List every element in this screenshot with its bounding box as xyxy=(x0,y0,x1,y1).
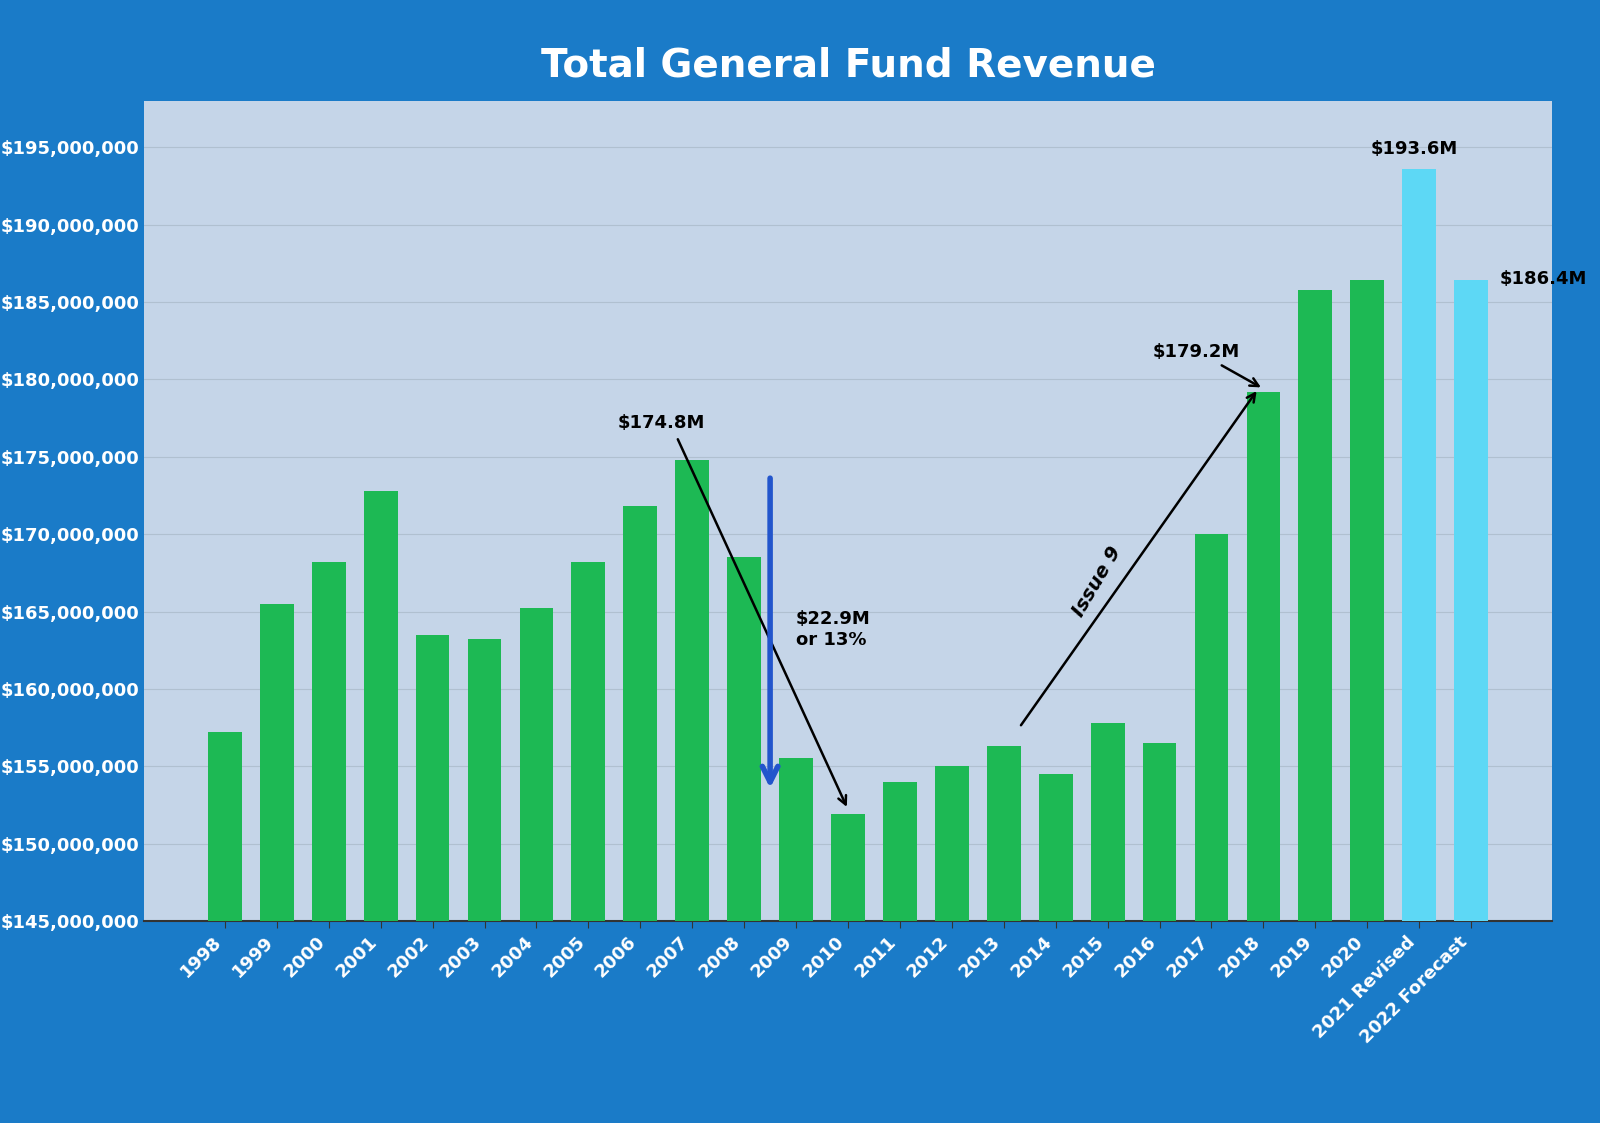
Bar xyxy=(675,460,709,1123)
Text: $193.6M: $193.6M xyxy=(1370,140,1458,158)
Text: $22.9M
or 13%: $22.9M or 13% xyxy=(797,610,870,649)
Bar xyxy=(883,782,917,1123)
Bar xyxy=(571,562,605,1123)
Bar xyxy=(520,609,554,1123)
Text: $174.8M: $174.8M xyxy=(618,414,704,432)
Bar xyxy=(728,557,762,1123)
Bar xyxy=(987,746,1021,1123)
Bar xyxy=(1142,743,1176,1123)
Text: $186.4M: $186.4M xyxy=(1499,270,1587,287)
Bar xyxy=(1350,281,1384,1123)
Bar xyxy=(1091,723,1125,1123)
Bar xyxy=(312,562,346,1123)
Text: $179.2M: $179.2M xyxy=(1152,343,1240,360)
Bar xyxy=(779,758,813,1123)
Bar xyxy=(259,604,294,1123)
Bar xyxy=(1246,392,1280,1123)
Bar xyxy=(1299,290,1333,1123)
Bar xyxy=(1038,774,1072,1123)
Bar xyxy=(830,814,866,1123)
Bar xyxy=(1402,170,1437,1123)
Bar xyxy=(1454,281,1488,1123)
Bar xyxy=(467,639,501,1123)
Title: Total General Fund Revenue: Total General Fund Revenue xyxy=(541,46,1155,84)
Bar xyxy=(208,732,242,1123)
Bar xyxy=(416,634,450,1123)
Text: Issue 9: Issue 9 xyxy=(1069,542,1125,620)
Bar xyxy=(624,506,658,1123)
Bar xyxy=(934,766,968,1123)
Bar xyxy=(1195,535,1229,1123)
Bar xyxy=(363,491,397,1123)
